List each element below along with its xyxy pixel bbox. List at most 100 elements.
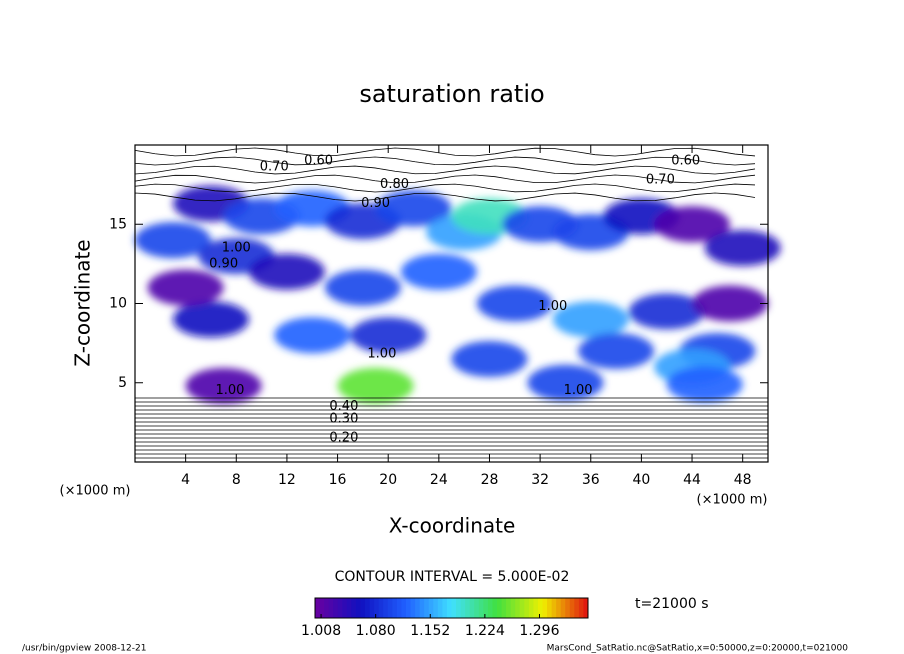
colorbar-cell <box>351 598 357 618</box>
colorbar-cell <box>506 598 512 618</box>
shaded-cell <box>274 317 351 354</box>
colorbar-cell <box>392 598 398 618</box>
contour-label: 1.00 <box>222 241 251 256</box>
x-tick-label: 48 <box>734 472 752 488</box>
colorbar-cell <box>565 598 571 618</box>
contour-line <box>134 192 756 202</box>
colorbar-cell <box>465 598 471 618</box>
colorbar-cell <box>542 598 548 618</box>
colorbar-cell <box>355 598 361 618</box>
contour-line <box>134 174 756 184</box>
colorbar-cell <box>319 598 325 618</box>
shaded-cell <box>350 317 427 354</box>
shaded-cell <box>476 285 553 322</box>
shaded-cell <box>451 340 528 377</box>
contour-line <box>134 156 756 166</box>
contour-line <box>134 147 756 157</box>
colorbar-cell <box>406 598 412 618</box>
shaded-cell <box>375 190 452 227</box>
colorbar-cell <box>337 598 343 618</box>
colorbar-cell <box>487 598 493 618</box>
contour-label: 0.70 <box>260 160 289 175</box>
x-tick-label: 32 <box>531 472 549 488</box>
contour-label: 0.90 <box>361 196 390 211</box>
colorbar-cell <box>378 598 384 618</box>
colorbar-cell <box>360 598 366 618</box>
colorbar-frame <box>314 597 589 619</box>
colorbar-cell <box>315 598 321 618</box>
contour-label: 0.80 <box>380 177 409 192</box>
colorbar-cell <box>583 598 589 618</box>
contour-label: 0.20 <box>329 431 358 446</box>
colorbar-cell <box>383 598 389 618</box>
contour-label: 1.00 <box>564 383 593 398</box>
y-tick-label: 15 <box>109 216 127 232</box>
x-tick-label: 28 <box>481 472 499 488</box>
contour-label: 0.30 <box>329 412 358 427</box>
colorbar-tick-label: 1.008 <box>301 623 341 639</box>
x-tick-label: 20 <box>379 472 397 488</box>
colorbar-cell <box>524 598 530 618</box>
colorbar-cell <box>374 598 380 618</box>
x-tick-label: 44 <box>683 472 701 488</box>
contour-label: 0.70 <box>646 172 675 187</box>
colorbar-cell <box>515 598 521 618</box>
colorbar-cell <box>478 598 484 618</box>
shaded-cell <box>628 293 705 330</box>
shaded-cell <box>185 367 262 404</box>
colorbar-cell <box>469 598 475 618</box>
colorbar-cell <box>424 598 430 618</box>
colorbar-cell <box>528 598 534 618</box>
colorbar-cell <box>551 598 557 618</box>
colorbar-cell <box>442 598 448 618</box>
x-tick-label: 12 <box>278 472 296 488</box>
shaded-cell <box>147 269 224 306</box>
shaded-cell <box>400 253 477 290</box>
colorbar-cell <box>446 598 452 618</box>
y-tick-label: 5 <box>118 375 127 391</box>
colorbar-cell <box>415 598 421 618</box>
shaded-cell <box>337 367 414 404</box>
footer-right: MarsCond_SatRatio.nc@SatRatio,x=0:50000,… <box>547 644 849 654</box>
colorbar-cell <box>560 598 566 618</box>
shaded-cell <box>704 230 781 267</box>
colorbar-cell <box>497 598 503 618</box>
x-tick-label: 4 <box>181 472 190 488</box>
colorbar-cell <box>519 598 525 618</box>
colorbar-cell <box>333 598 339 618</box>
colorbar-cell <box>569 598 575 618</box>
colorbar-cell <box>451 598 457 618</box>
colorbar-cell <box>510 598 516 618</box>
contour-line <box>134 183 756 193</box>
colorbar-cell <box>396 598 402 618</box>
colorbar-cell <box>433 598 439 618</box>
colorbar-cell <box>533 598 539 618</box>
x-axis-label: X-coordinate <box>389 514 516 538</box>
colorbar-tick-label: 1.296 <box>519 623 559 639</box>
contour-label: 0.60 <box>304 153 333 168</box>
colorbar-cell <box>342 598 348 618</box>
overlay: 0.70 0.600.800.900.600.701.000.901.001.00… <box>109 144 769 488</box>
colorbar-tick-label: 1.080 <box>356 623 396 639</box>
shaded-cell <box>324 269 401 306</box>
colorbar-cell <box>537 598 543 618</box>
contour-label: 1.00 <box>538 299 567 314</box>
colorbar-cell <box>547 598 553 618</box>
shaded-cell <box>578 333 655 370</box>
colorbar-cell <box>419 598 425 618</box>
x-tick-label: 16 <box>329 472 347 488</box>
shaded-field <box>134 185 781 404</box>
x-unit: (×1000 m) <box>697 493 768 508</box>
colorbar-cell <box>401 598 407 618</box>
x-tick-label: 24 <box>430 472 448 488</box>
contour-label: 0.90 <box>209 256 238 271</box>
colorbar-cell <box>346 598 352 618</box>
shaded-cell <box>654 206 731 243</box>
shaded-cell <box>692 285 769 322</box>
colorbar-cell <box>428 598 434 618</box>
colorbar-cell <box>324 598 330 618</box>
footer-left: /usr/bin/gpview 2008-12-21 <box>22 644 146 654</box>
contour-label: 1.00 <box>215 383 244 398</box>
x-tick-label: 8 <box>232 472 241 488</box>
